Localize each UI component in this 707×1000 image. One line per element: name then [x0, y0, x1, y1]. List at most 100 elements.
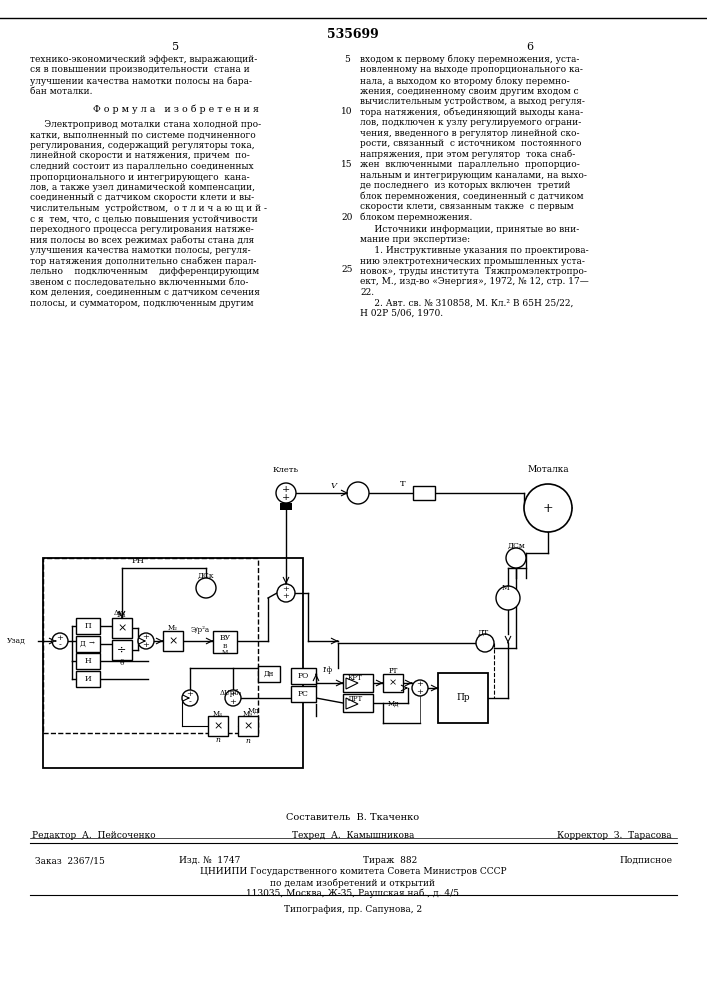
Circle shape	[225, 690, 241, 706]
Text: переходного процесса регулирования натяже-: переходного процесса регулирования натяж…	[30, 225, 254, 234]
Circle shape	[476, 634, 494, 652]
Text: звеном с последовательно включенными бло-: звеном с последовательно включенными бло…	[30, 277, 248, 286]
Text: +: +	[283, 585, 289, 593]
Text: 22.: 22.	[360, 288, 374, 297]
Text: 10: 10	[341, 107, 353, 116]
Text: КРТ: КРТ	[348, 674, 363, 682]
Text: ект, М., изд-во «Энергия», 1972, № 12, стр. 17—: ект, М., изд-во «Энергия», 1972, № 12, с…	[360, 277, 589, 286]
Bar	[291, 668, 316, 684]
Text: Пр: Пр	[456, 694, 470, 702]
Text: +: +	[143, 633, 149, 641]
Text: ÷: ÷	[117, 645, 127, 655]
Text: Δу: Δу	[113, 609, 122, 617]
Bar	[43, 558, 303, 768]
Bar	[76, 653, 100, 669]
Text: 113035, Москва, Ж-35, Раушская наб., д. 4/5: 113035, Москва, Ж-35, Раушская наб., д. …	[247, 889, 460, 898]
Circle shape	[52, 633, 68, 649]
Text: нальным и интегрирующим каналами, на выхо-: нальным и интегрирующим каналами, на вых…	[360, 170, 587, 180]
Text: 535699: 535699	[327, 28, 379, 41]
Text: полосы, и сумматором, подключенным другим: полосы, и сумматором, подключенным други…	[30, 298, 254, 308]
Bar	[343, 674, 373, 692]
Bar	[43, 558, 258, 733]
Text: бан моталки.: бан моталки.	[30, 87, 93, 96]
Text: Н 02Р 5/06, 1970.: Н 02Р 5/06, 1970.	[360, 309, 443, 318]
Bar	[413, 486, 435, 500]
Text: Ф о р м у л а   и з о б р е т е н и я: Ф о р м у л а и з о б р е т е н и я	[93, 105, 259, 114]
Text: Источники информации, принятые во вни-: Источники информации, принятые во вни-	[360, 225, 579, 234]
Text: +: +	[283, 592, 289, 600]
Text: П: П	[85, 622, 91, 630]
Text: ДСм: ДСм	[507, 542, 525, 550]
Bar	[112, 618, 132, 638]
Text: входом к первому блоку перемножения, уста-: входом к первому блоку перемножения, уст…	[360, 55, 579, 64]
Text: лов, а также узел динамической компенсации,: лов, а также узел динамической компенсац…	[30, 183, 255, 192]
Text: с я  тем, что, с целью повышения устойчивости: с я тем, что, с целью повышения устойчив…	[30, 215, 258, 224]
Text: вычислительным устройством, а выход регуля-: вычислительным устройством, а выход регу…	[360, 97, 585, 106]
Bar	[238, 716, 258, 736]
Text: РН: РН	[132, 557, 144, 565]
Text: +: +	[57, 634, 64, 642]
Text: ЦНИИПИ Государственного комитета Совета Министров СССР: ЦНИИПИ Государственного комитета Совета …	[199, 867, 506, 876]
Text: →: →	[89, 640, 95, 648]
Text: чения, введенного в регулятор линейной ско-: чения, введенного в регулятор линейной с…	[360, 128, 580, 137]
Text: катки, выполненный по системе подчиненного: катки, выполненный по системе подчиненно…	[30, 130, 256, 139]
Text: регулирования, содержащий регуляторы тока,: регулирования, содержащий регуляторы ток…	[30, 141, 255, 150]
Text: Д: Д	[79, 640, 85, 648]
Bar	[163, 631, 183, 651]
Text: І'ф: І'ф	[323, 666, 333, 674]
Text: ДСк: ДСк	[198, 572, 214, 580]
Text: Мд: Мд	[387, 700, 399, 708]
Text: новленному на выходе пропорционального ка-: новленному на выходе пропорционального к…	[360, 66, 583, 75]
Text: ком деления, соединенным с датчиком сечения: ком деления, соединенным с датчиком сече…	[30, 288, 260, 297]
Text: новок», труды института  Тяжпромэлектропро-: новок», труды института Тяжпромэлектропр…	[360, 267, 587, 276]
Text: Редактор  А.  Пейсоченко: Редактор А. Пейсоченко	[32, 831, 156, 840]
Text: +: +	[416, 680, 423, 688]
Text: И: И	[85, 675, 91, 683]
Bar	[280, 503, 292, 510]
Text: Изд. №  1747: Изд. № 1747	[180, 856, 240, 865]
Text: -: -	[189, 698, 192, 706]
Text: Клеть: Клеть	[273, 466, 299, 474]
Text: ×: ×	[117, 623, 127, 633]
Text: жения, соединенному своим другим входом с: жения, соединенному своим другим входом …	[360, 87, 578, 96]
Text: θ: θ	[119, 659, 124, 667]
Circle shape	[347, 482, 369, 504]
Text: Техред  А.  Камышникова: Техред А. Камышникова	[292, 831, 414, 840]
Text: соединенный с датчиком скорости клети и вы-: соединенный с датчиком скорости клети и …	[30, 194, 254, 202]
Bar	[258, 666, 280, 682]
Text: Типография, пр. Сапунова, 2: Типография, пр. Сапунова, 2	[284, 905, 422, 914]
Text: блоком перемножения.: блоком перемножения.	[360, 213, 472, 222]
Text: технико-экономический эффект, выражающий-: технико-экономический эффект, выражающий…	[30, 55, 257, 64]
Text: лельно    подключенным    дифференцирующим: лельно подключенным дифференцирующим	[30, 267, 259, 276]
Text: улучшения качества намотки полосы, регуля-: улучшения качества намотки полосы, регул…	[30, 246, 250, 255]
Bar	[343, 694, 373, 712]
Circle shape	[182, 690, 198, 706]
Text: Моталка: Моталка	[527, 466, 569, 475]
Circle shape	[506, 548, 526, 568]
Text: РО: РО	[298, 672, 309, 680]
Circle shape	[412, 680, 428, 696]
Text: +: +	[230, 698, 236, 706]
Text: +: +	[543, 502, 554, 514]
Text: +: +	[143, 641, 149, 649]
Text: V: V	[331, 482, 337, 490]
Circle shape	[496, 586, 520, 610]
Text: ×: ×	[214, 721, 223, 731]
Text: блок перемножения, соединенный с датчиком: блок перемножения, соединенный с датчико…	[360, 192, 583, 201]
Text: ДТ: ДТ	[477, 629, 489, 637]
Text: Составитель  В. Ткаченко: Составитель В. Ткаченко	[286, 813, 419, 822]
Text: рости, связанный  с источником  постоянного: рости, связанный с источником постоянног…	[360, 139, 581, 148]
Text: напряжения, при этом регулятор  тока снаб-: напряжения, при этом регулятор тока снаб…	[360, 149, 575, 159]
Text: числительным  устройством,  о т л и ч а ю щ и й -: числительным устройством, о т л и ч а ю …	[30, 204, 267, 213]
Bar	[213, 631, 237, 653]
Bar	[76, 618, 100, 634]
Text: 1. Инструктивные указания по проектирова-: 1. Инструктивные указания по проектирова…	[360, 246, 589, 255]
Bar	[76, 636, 100, 652]
Bar	[438, 673, 488, 723]
Text: Дн: Дн	[264, 670, 274, 678]
Text: Корректор  З.  Тарасова: Корректор З. Тарасова	[557, 831, 672, 840]
Text: улучшении качества намотки полосы на бара-: улучшении качества намотки полосы на бар…	[30, 76, 252, 86]
Text: +: +	[187, 690, 194, 698]
Text: М₉: М₉	[243, 710, 253, 718]
Text: РТ: РТ	[388, 667, 397, 675]
